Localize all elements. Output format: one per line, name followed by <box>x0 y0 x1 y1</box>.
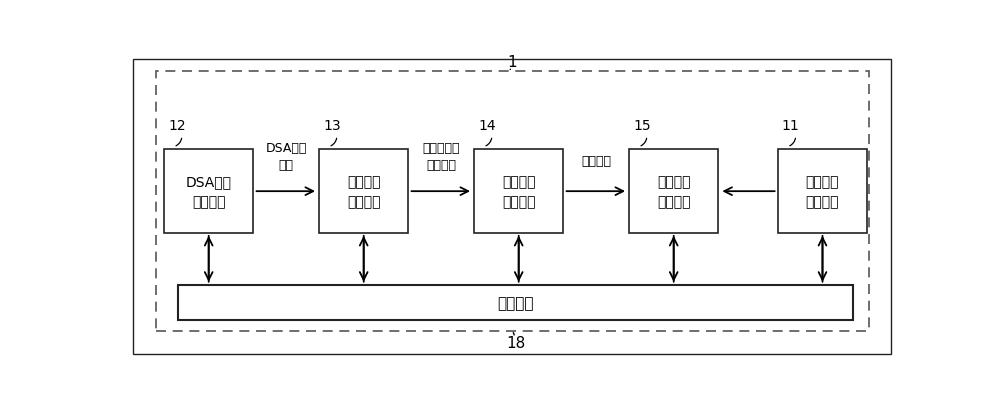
Text: 曲线斜率
获取模块: 曲线斜率 获取模块 <box>502 175 535 209</box>
Text: 阻力指数
计算模块: 阻力指数 计算模块 <box>657 175 690 209</box>
Text: 14: 14 <box>478 119 496 133</box>
Text: 变化曲线
生成模块: 变化曲线 生成模块 <box>347 175 380 209</box>
Text: 主动脉压
获取模块: 主动脉压 获取模块 <box>806 175 839 209</box>
Text: 18: 18 <box>506 335 525 350</box>
Text: 造影剂面积
变化曲线: 造影剂面积 变化曲线 <box>422 141 460 171</box>
Bar <box>164 150 253 233</box>
Bar <box>629 150 718 233</box>
Text: 12: 12 <box>168 119 186 133</box>
Text: 13: 13 <box>323 119 341 133</box>
Bar <box>778 150 867 233</box>
Text: 11: 11 <box>782 119 800 133</box>
Bar <box>474 150 563 233</box>
Text: 1: 1 <box>508 55 517 70</box>
Bar <box>319 150 408 233</box>
Bar <box>156 72 869 331</box>
Text: 控制模块: 控制模块 <box>497 296 534 310</box>
Text: 15: 15 <box>633 119 651 133</box>
Bar <box>178 285 853 321</box>
Text: DSA影像
获取模块: DSA影像 获取模块 <box>186 175 232 209</box>
Text: 平均斜率: 平均斜率 <box>581 154 611 167</box>
Text: DSA影像
序列: DSA影像 序列 <box>266 141 307 171</box>
